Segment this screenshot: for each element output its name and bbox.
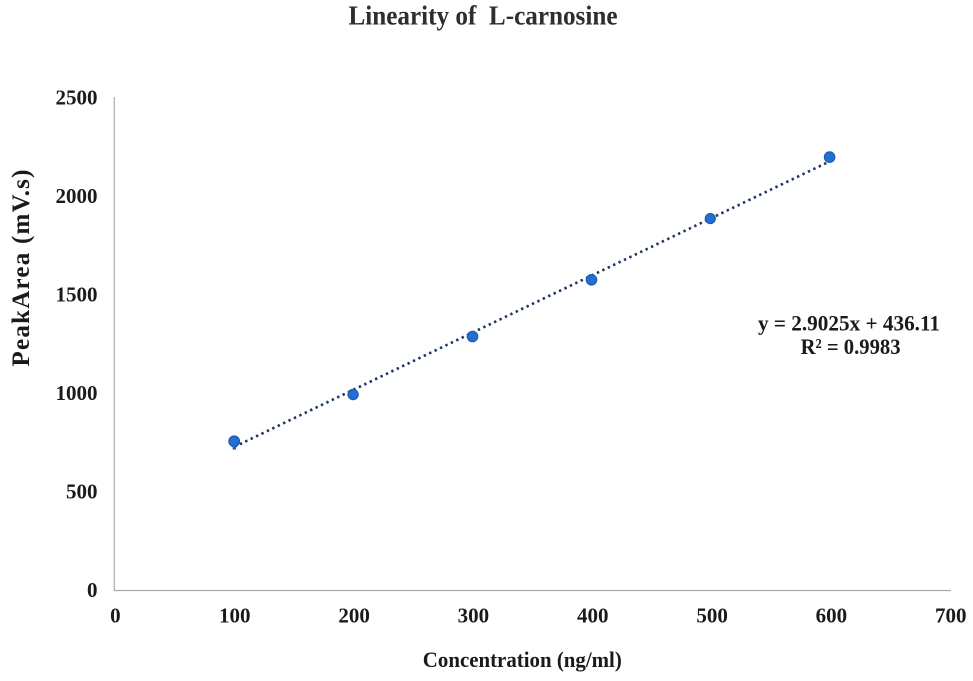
svg-text:2500: 2500 [56, 85, 98, 109]
svg-text:300: 300 [458, 603, 490, 627]
svg-text:600: 600 [816, 603, 848, 627]
svg-text:1500: 1500 [56, 283, 98, 307]
svg-text:200: 200 [338, 603, 370, 627]
svg-text:y = 2.9025x + 436.11: y = 2.9025x + 436.11 [758, 311, 940, 336]
svg-text:Linearity of L-carnosine: Linearity of L-carnosine [349, 0, 618, 30]
svg-text:R² = 0.9983: R² = 0.9983 [801, 334, 901, 359]
svg-text:1000: 1000 [56, 381, 98, 405]
svg-text:PeakArea (mV.s): PeakArea (mV.s) [8, 170, 35, 367]
svg-text:400: 400 [577, 603, 609, 627]
svg-text:0: 0 [110, 603, 121, 627]
svg-text:500: 500 [66, 480, 98, 504]
svg-text:100: 100 [219, 603, 251, 627]
svg-text:2000: 2000 [56, 184, 98, 208]
svg-text:500: 500 [696, 603, 728, 627]
svg-text:700: 700 [935, 603, 967, 627]
svg-text:Concentration (ng/ml): Concentration (ng/ml) [423, 647, 622, 672]
svg-text:0: 0 [87, 578, 98, 602]
